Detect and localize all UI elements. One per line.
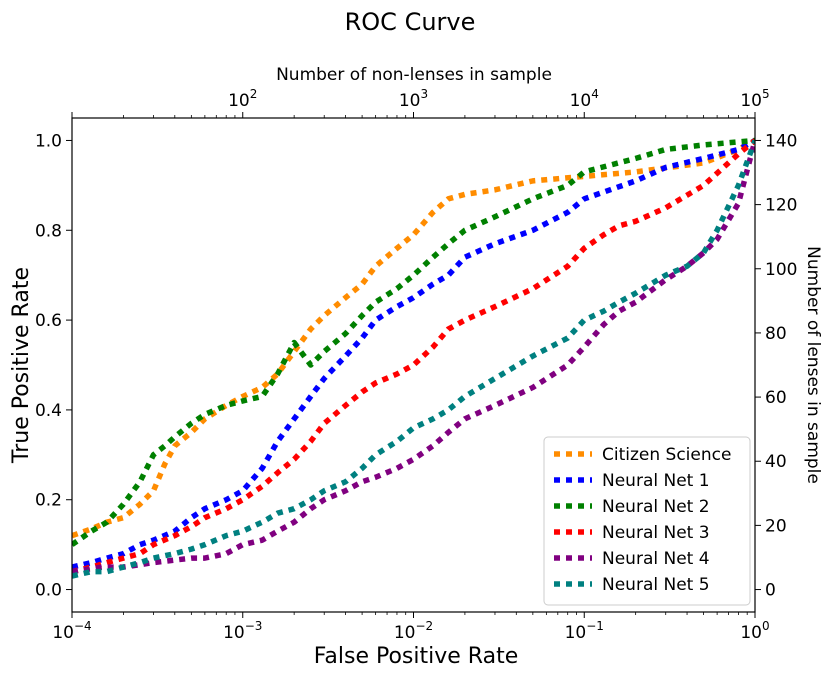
y-tick-label: 1.0	[35, 131, 62, 151]
y2-tick-label: 40	[765, 452, 787, 472]
y2-tick-label: 100	[765, 260, 797, 280]
series-line-4	[72, 138, 755, 575]
legend: Citizen Science Neural Net 1 Neural Net 2 N…	[543, 436, 751, 606]
x-tick-label: 100	[740, 619, 769, 643]
x-axis-label: False Positive Rate	[314, 644, 518, 669]
y-axis-label: True Positive Rate	[9, 267, 34, 464]
x-tick-label: 10−4	[52, 619, 91, 643]
x2-tick-label: 102	[228, 87, 257, 111]
series-line-1	[72, 138, 755, 539]
y2-tick-label: 80	[765, 324, 787, 344]
legend-frame	[543, 436, 751, 606]
series-group	[72, 137, 755, 579]
y2-tick-label: 0	[765, 581, 776, 601]
legend-label: Neural Net 2	[602, 497, 710, 517]
legend-label: Neural Net 5	[602, 575, 710, 595]
plot-area: 10−4 10−3 10−2 10−1 100 102 103 104 105 0.0 0.2 0.4…	[35, 87, 798, 643]
y2-tick-label: 140	[765, 131, 797, 151]
x-tick-label: 10−3	[223, 619, 262, 643]
y-tick-label: 0.8	[35, 221, 62, 241]
y-tick-label: 0.6	[35, 311, 62, 331]
legend-label: Citizen Science	[602, 445, 731, 465]
series-line-6	[72, 139, 755, 579]
y-tick-label: 0.4	[35, 401, 62, 421]
legend-label: Neural Net 4	[602, 549, 710, 569]
x2-tick-label: 103	[399, 87, 428, 111]
y-tick-label: 0.2	[35, 491, 62, 511]
x-tick-label: 10−1	[565, 619, 604, 643]
y2-tick-label: 60	[765, 388, 787, 408]
chart-title: ROC Curve	[345, 8, 476, 36]
x-tick-label: 10−2	[394, 619, 433, 643]
y-tick-label: 0.0	[35, 581, 62, 601]
x2-tick-label: 105	[740, 87, 769, 111]
legend-label: Neural Net 1	[602, 471, 710, 491]
y2-tick-label: 20	[765, 516, 787, 536]
x2-tick-label: 104	[570, 87, 599, 111]
right-y-axis-label: Number of lenses in sample	[803, 246, 823, 484]
top-x-axis-label: Number of non-lenses in sample	[276, 65, 552, 85]
y2-tick-label: 120	[765, 196, 797, 216]
series-line-5	[72, 139, 755, 575]
legend-label: Neural Net 3	[602, 523, 710, 543]
